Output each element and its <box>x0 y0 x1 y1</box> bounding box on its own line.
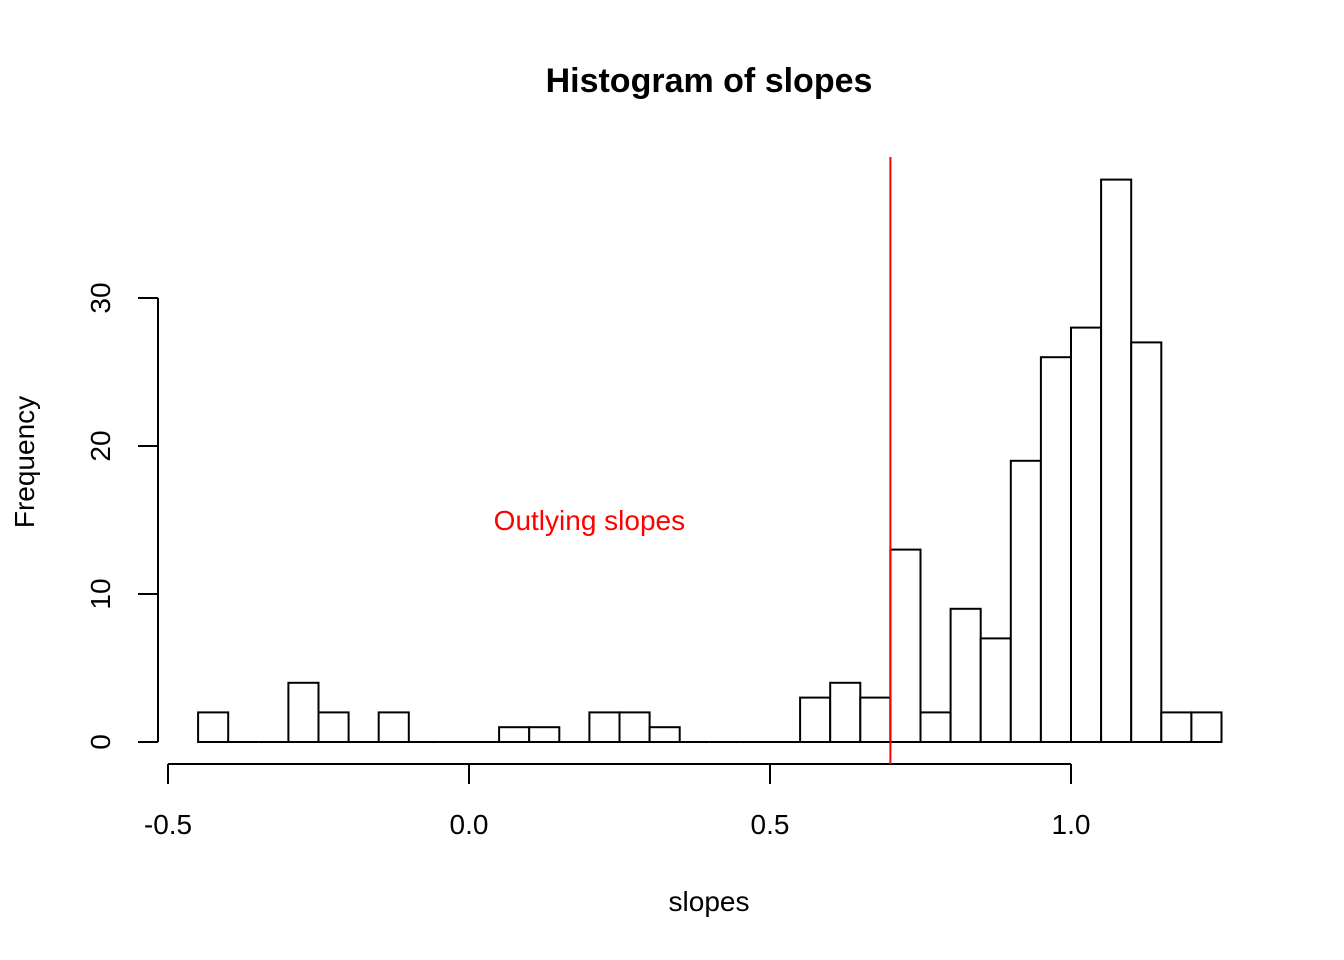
bars-group <box>197 178 1223 744</box>
histogram-bar <box>498 726 531 744</box>
histogram-bar <box>588 711 621 744</box>
outlying-slopes-annotation: Outlying slopes <box>494 505 685 536</box>
y-axis: 0 10 20 30 <box>85 282 159 750</box>
histogram-bar <box>889 548 922 743</box>
histogram-bar <box>287 681 320 743</box>
histogram-bar <box>1039 356 1073 743</box>
histogram-bar <box>528 726 561 744</box>
y-tick-label: 10 <box>85 578 116 609</box>
y-tick-label: 0 <box>85 734 116 750</box>
histogram-bar <box>979 637 1012 744</box>
histogram-bar <box>1190 711 1223 744</box>
histogram-bar <box>1070 326 1103 743</box>
histogram-bar <box>1009 459 1042 743</box>
histogram-bar <box>197 711 230 744</box>
histogram-bar <box>799 696 832 743</box>
y-axis-label: Frequency <box>9 396 40 528</box>
chart-title: Histogram of slopes <box>546 62 873 100</box>
y-tick-label: 20 <box>85 430 116 461</box>
histogram-bar <box>648 726 681 744</box>
x-axis: -0.5 0.0 0.5 1.0 <box>144 763 1091 840</box>
histogram-bar <box>829 681 862 743</box>
histogram-bar <box>1130 341 1163 743</box>
histogram-bar <box>949 607 982 743</box>
histogram-bar <box>618 711 651 744</box>
histogram-bar <box>1100 178 1133 744</box>
x-tick-label: 0.5 <box>751 809 790 840</box>
histogram-bar <box>919 711 952 744</box>
histogram-bar <box>1160 711 1193 744</box>
histogram-bar <box>317 711 350 744</box>
histogram-bar <box>859 696 892 743</box>
histogram-bar <box>377 711 410 744</box>
x-axis-label: slopes <box>669 886 750 917</box>
y-tick-label: 30 <box>85 282 116 313</box>
x-tick-label: 0.0 <box>450 809 489 840</box>
x-tick-label: -0.5 <box>144 809 192 840</box>
x-tick-label: 1.0 <box>1052 809 1091 840</box>
